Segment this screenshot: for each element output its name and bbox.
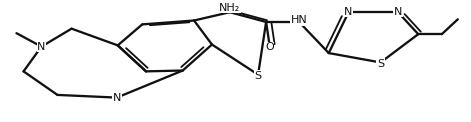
Text: S: S: [254, 71, 262, 81]
Text: N: N: [344, 7, 353, 17]
Text: HN: HN: [291, 15, 308, 25]
Text: N: N: [394, 7, 402, 17]
Text: NH₂: NH₂: [219, 3, 241, 13]
Text: N: N: [37, 42, 46, 52]
Text: N: N: [113, 93, 121, 103]
Text: S: S: [377, 59, 384, 69]
Text: O: O: [265, 42, 274, 52]
